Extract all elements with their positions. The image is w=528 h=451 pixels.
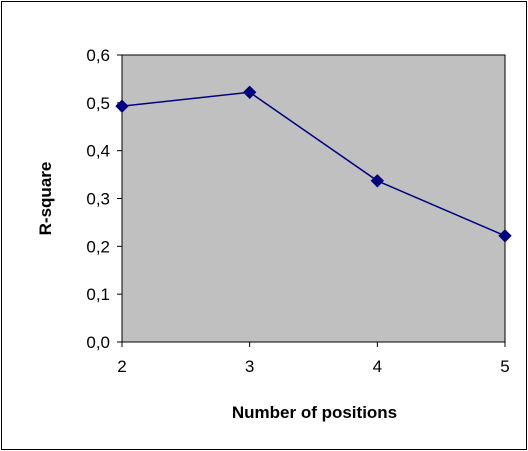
x-tick-label: 2 <box>117 357 126 376</box>
x-axis-ticks: 2 3 4 5 <box>117 342 510 376</box>
y-axis-ticks: 0,0 0,1 0,2 0,3 0,4 0,5 0,6 <box>86 46 122 352</box>
data-point-marker <box>370 174 385 188</box>
y-tick-label: 0,3 <box>86 190 110 209</box>
data-point-marker <box>242 85 257 100</box>
x-tick-label: 4 <box>373 357 382 376</box>
y-tick-label: 0,5 <box>86 94 110 113</box>
plot-area <box>121 54 506 343</box>
y-tick-label: 0,6 <box>86 46 110 65</box>
y-tick-label: 0,4 <box>86 142 110 161</box>
data-point-marker <box>115 99 129 113</box>
series-group <box>115 85 512 243</box>
y-tick-label: 0,0 <box>86 333 110 352</box>
y-axis-title: R-square <box>36 162 55 236</box>
y-tick-label: 0,2 <box>86 237 110 256</box>
x-axis-title: Number of positions <box>232 403 397 422</box>
x-tick-label: 5 <box>500 357 509 376</box>
x-tick-label: 3 <box>245 357 254 376</box>
y-tick-label: 0,1 <box>86 285 110 304</box>
series-line <box>121 91 506 237</box>
data-point-marker <box>498 229 512 243</box>
